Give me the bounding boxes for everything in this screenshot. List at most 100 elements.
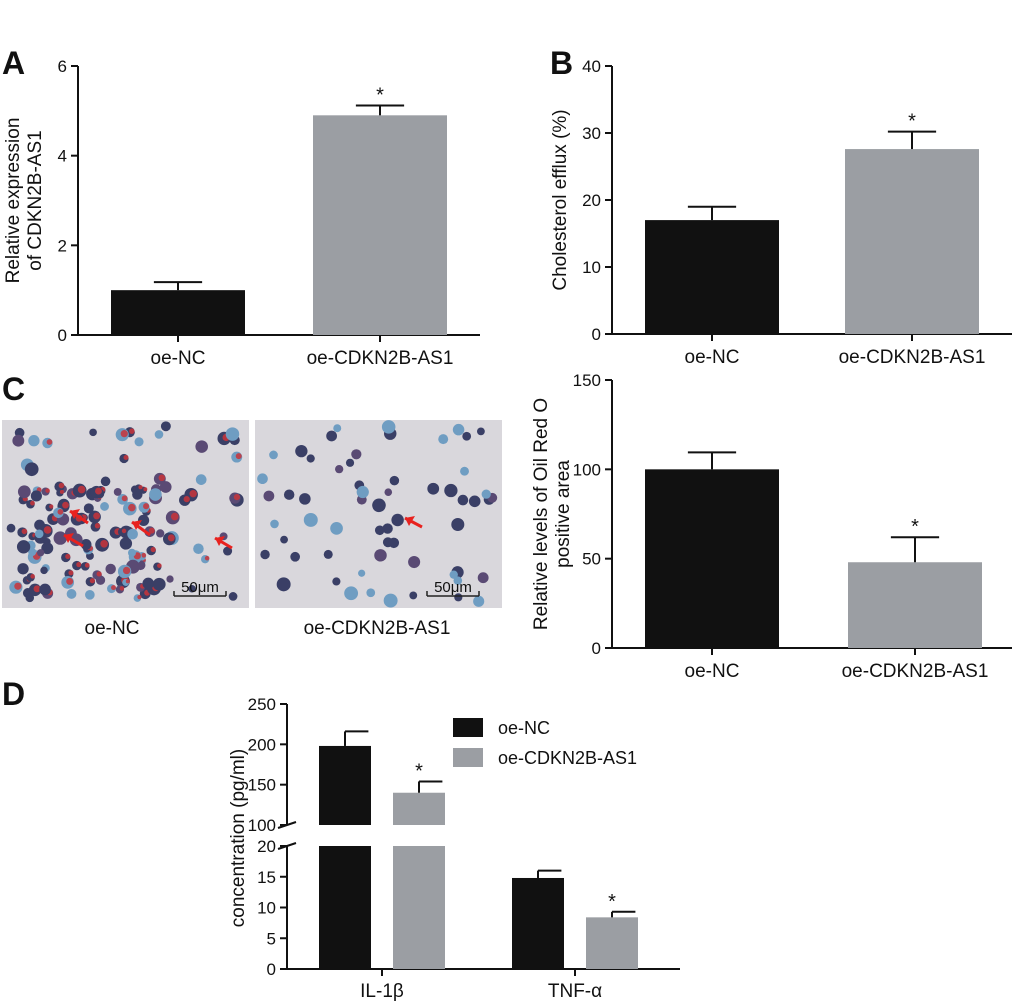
cell — [34, 529, 44, 539]
cell — [154, 430, 164, 439]
cell — [160, 421, 171, 432]
cell — [468, 495, 481, 508]
significance-marker: * — [415, 760, 423, 782]
cell — [427, 482, 440, 495]
bar-il-1-oe-nc-upper — [319, 745, 371, 825]
cell — [358, 569, 366, 577]
cell — [462, 431, 472, 441]
panel-label-c: C — [2, 371, 25, 407]
lipid-droplet — [148, 527, 155, 534]
lipid-droplet — [100, 539, 108, 548]
cell — [391, 513, 404, 527]
cell — [39, 583, 51, 596]
cell — [333, 424, 342, 433]
y-tick-label: 0 — [267, 960, 276, 979]
y-tick-label: 20 — [257, 837, 276, 856]
arrow-head — [132, 520, 142, 530]
lipid-droplet — [204, 555, 210, 561]
cell — [195, 474, 207, 485]
cell — [344, 586, 359, 601]
lipid-droplet — [189, 489, 197, 498]
lipid-droplet — [119, 586, 125, 591]
y-axis-title: Cholesterol efflux (%) — [550, 109, 571, 290]
micrograph-caption-right: oe-CDKN2B-AS1 — [304, 618, 451, 639]
lipid-droplet — [95, 487, 102, 495]
lipid-droplet — [233, 494, 241, 501]
micrograph-caption-left: oe-NC — [85, 618, 140, 639]
lipid-droplet — [57, 508, 64, 515]
cell — [384, 488, 393, 496]
cell — [332, 577, 341, 586]
cell — [477, 427, 485, 436]
cell — [356, 485, 369, 499]
cell — [223, 546, 233, 556]
cell — [473, 595, 485, 607]
legend-swatch-oe-nc — [453, 718, 483, 737]
cell — [36, 549, 45, 557]
cell — [24, 462, 39, 477]
bar-tnf-oe-cdkn2b-as1 — [586, 917, 638, 969]
lipid-droplet — [66, 577, 74, 585]
x-tick-label-oe-nc: oe-NC — [151, 348, 206, 369]
lipid-droplet — [96, 571, 102, 577]
x-tick-label-oe-nc: oe-NC — [685, 661, 740, 682]
cell — [453, 576, 463, 585]
cell — [113, 488, 122, 496]
lipid-droplet — [143, 503, 150, 510]
x-tick-label-oe-cdkn2b-as1: oe-CDKN2B-AS1 — [842, 661, 989, 682]
arrow-head — [64, 533, 74, 543]
lipid-droplet — [59, 489, 64, 494]
cell — [444, 483, 458, 498]
cell — [83, 503, 94, 514]
lipid-droplet — [68, 570, 74, 576]
cell — [335, 464, 344, 474]
lipid-droplet — [167, 534, 175, 542]
y-tick-label: 150 — [573, 371, 601, 390]
cell — [290, 551, 301, 562]
cell — [257, 473, 268, 485]
lipid-droplet — [46, 439, 53, 445]
lipid-droplet — [138, 485, 143, 490]
lipid-droplet — [129, 428, 135, 434]
x-tick-label-oe-nc: oe-NC — [685, 347, 740, 368]
cell — [280, 535, 288, 544]
y-tick-label: 6 — [58, 57, 67, 76]
cell — [283, 489, 295, 500]
panel-label-b: B — [550, 45, 573, 81]
lipid-droplet — [21, 528, 28, 535]
lipid-droplet — [14, 582, 22, 590]
lipid-droplet — [137, 595, 142, 600]
x-tick-label-tnf: TNF-α — [548, 981, 602, 1002]
lipid-droplet — [30, 574, 35, 579]
cell — [188, 584, 196, 593]
lipid-droplet — [170, 512, 179, 521]
legend-label-oe-nc: oe-NC — [498, 718, 550, 738]
lipid-droplet — [120, 430, 128, 438]
cell — [299, 493, 311, 505]
lipid-droplet — [150, 546, 156, 553]
cell — [30, 490, 42, 502]
cell — [326, 430, 337, 442]
cell — [127, 528, 138, 540]
y-tick-label: 150 — [248, 776, 276, 795]
significance-marker: * — [376, 84, 384, 106]
scale-bar-label: 50μm — [434, 579, 472, 596]
lipid-droplet — [141, 552, 147, 558]
cell — [452, 423, 465, 436]
significance-marker: * — [908, 111, 916, 133]
micrograph-oe-nc: 50μm — [2, 420, 249, 608]
y-tick-label: 30 — [582, 124, 601, 143]
panel-label-d: D — [2, 676, 25, 712]
cell — [132, 489, 143, 500]
bar-tnf-oe-nc — [512, 877, 564, 969]
lipid-droplet — [93, 512, 101, 520]
y-tick-label: 40 — [582, 57, 601, 76]
cell — [6, 523, 16, 533]
y-tick-label: 2 — [58, 236, 67, 255]
lipid-droplet — [158, 474, 166, 482]
scale-bar-label: 50μm — [181, 579, 219, 596]
cell — [228, 592, 238, 601]
cell — [40, 566, 48, 575]
x-tick-label-oe-cdkn2b-as1: oe-CDKN2B-AS1 — [307, 348, 454, 369]
bar-il-1-oe-cdkn2b-as1-lower — [393, 846, 445, 969]
